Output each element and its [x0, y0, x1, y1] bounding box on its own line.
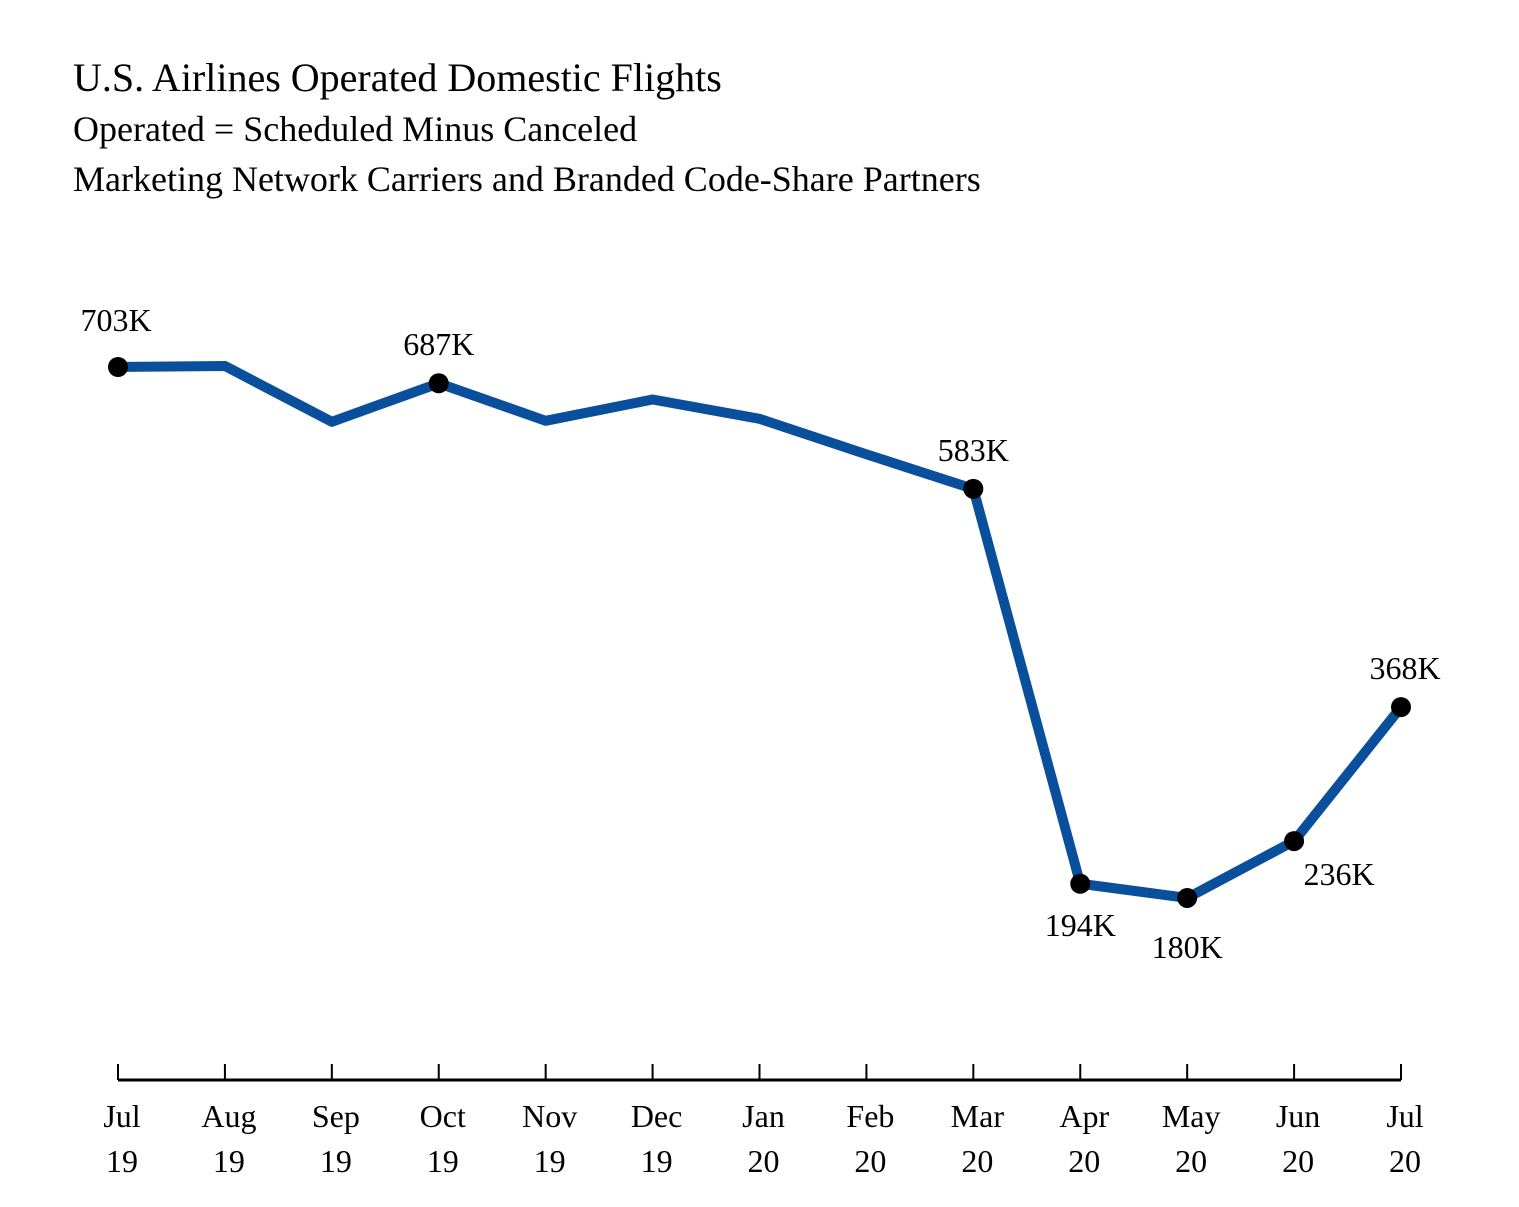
- x-tick-label-month: Oct: [420, 1098, 466, 1134]
- data-point: [1177, 887, 1198, 908]
- x-tick-label-month: Aug: [201, 1098, 256, 1134]
- x-tick-label-year: 19: [641, 1143, 673, 1179]
- x-tick-label-year: 19: [320, 1143, 352, 1179]
- chart-subtitle-1: Operated = Scheduled Minus Canceled: [73, 109, 637, 149]
- chart-title: U.S. Airlines Operated Domestic Flights: [73, 55, 722, 100]
- data-point: [1391, 697, 1411, 718]
- x-tick-label-year: 20: [854, 1143, 886, 1179]
- x-tick-label-year: 19: [427, 1143, 459, 1179]
- x-tick-label-year: 19: [213, 1143, 245, 1179]
- x-tick-label-month: Jul: [103, 1098, 140, 1134]
- x-tick-label-year: 20: [1389, 1143, 1421, 1179]
- x-tick-label-year: 20: [1282, 1143, 1314, 1179]
- data-label: 236K: [1304, 856, 1375, 892]
- data-label: 180K: [1152, 929, 1223, 965]
- chart-subtitle-2: Marketing Network Carriers and Branded C…: [73, 159, 981, 199]
- data-label: 368K: [1369, 650, 1440, 686]
- x-tick-label-year: 20: [1068, 1143, 1100, 1179]
- x-tick-label-month: May: [1162, 1098, 1221, 1134]
- x-tick-label-month: Dec: [631, 1098, 683, 1134]
- x-tick-label-month: Jul: [1386, 1098, 1423, 1134]
- data-label: 583K: [938, 432, 1009, 468]
- data-point: [1070, 873, 1091, 894]
- x-tick-label-month: Jan: [742, 1098, 785, 1134]
- data-label: 703K: [80, 302, 151, 338]
- x-tick-label-month: Sep: [312, 1098, 360, 1134]
- x-tick-label-year: 20: [961, 1143, 993, 1179]
- x-tick-label-month: Nov: [522, 1098, 577, 1134]
- x-tick-label-month: Jun: [1276, 1098, 1320, 1134]
- x-tick-label-year: 20: [748, 1143, 780, 1179]
- x-tick-label-month: Feb: [846, 1098, 894, 1134]
- x-tick-label-year: 20: [1175, 1143, 1207, 1179]
- x-tick-label-year: 19: [534, 1143, 566, 1179]
- data-point: [108, 357, 128, 377]
- x-tick-label-month: Mar: [951, 1098, 1005, 1134]
- x-tick-label-month: Apr: [1059, 1098, 1109, 1134]
- data-point: [1284, 831, 1305, 852]
- data-point: [963, 478, 984, 499]
- data-label: 687K: [403, 326, 474, 362]
- data-point: [428, 373, 449, 394]
- x-tick-label-year: 19: [106, 1143, 138, 1179]
- data-label: 194K: [1045, 907, 1116, 943]
- series-line: [117, 360, 1405, 903]
